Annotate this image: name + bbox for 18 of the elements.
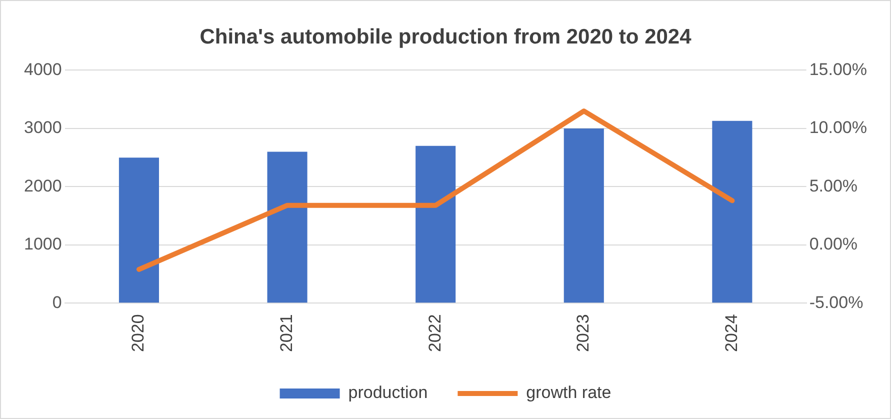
chart-title: China's automobile production from 2020 to 2024 — [200, 25, 692, 48]
y2-tick-label: 0.00% — [809, 234, 858, 254]
y-tick-label: 1000 — [24, 234, 62, 254]
y2-tick-label: 5.00% — [809, 176, 858, 196]
x-tick-label: 2023 — [574, 314, 593, 352]
y2-tick-label: 10.00% — [809, 118, 868, 138]
x-tick-label: 2020 — [128, 314, 148, 352]
legend-label: growth rate — [526, 383, 612, 402]
x-tick-label: 2024 — [722, 314, 741, 352]
legend-label: production — [348, 383, 428, 402]
x-tick-label: 2022 — [425, 314, 444, 352]
y2-tick-label: -5.00% — [809, 292, 864, 312]
y-tick-label: 2000 — [24, 176, 62, 196]
y-tick-label: 0 — [52, 292, 62, 312]
y2-tick-label: 15.00% — [809, 60, 868, 79]
y-tick-label: 3000 — [24, 118, 62, 138]
x-tick-label: 2021 — [276, 314, 296, 352]
y-tick-label: 4000 — [24, 60, 62, 79]
